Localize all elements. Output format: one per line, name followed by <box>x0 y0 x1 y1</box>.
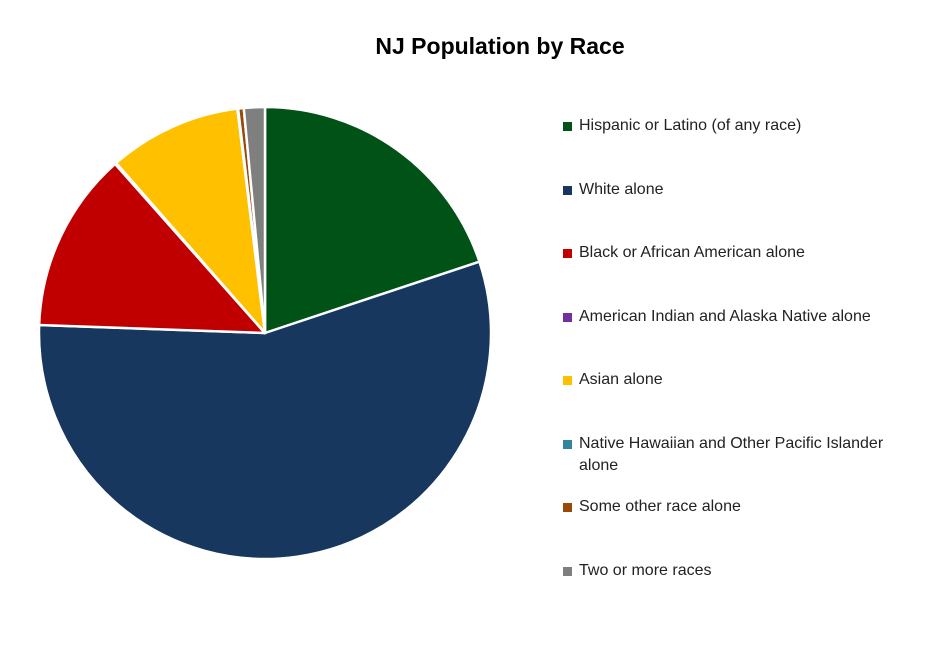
legend-swatch <box>563 249 572 258</box>
pie-slice <box>37 162 267 335</box>
legend-label: Black or African American alone <box>579 244 805 261</box>
legend-swatch <box>563 312 572 322</box>
legend-label: Native Hawaiian and Other Pacific Island… <box>579 434 884 474</box>
legend-label: Hispanic or Latino (of any race) <box>579 117 802 134</box>
chart-title: NJ Population by Race <box>375 33 624 59</box>
legend-item: Some other race alone <box>563 496 923 518</box>
legend-label: Some other race alone <box>579 498 741 515</box>
legend-item: Hispanic or Latino (of any race) <box>563 115 923 137</box>
legend-item: Asian alone <box>563 369 923 391</box>
legend-item: Two or more races <box>563 560 923 582</box>
legend-item: Native Hawaiian and Other Pacific Island… <box>563 433 923 477</box>
legend-swatch <box>563 566 572 576</box>
legend-swatch <box>563 122 572 131</box>
pie-slice <box>263 105 481 335</box>
legend-item: American Indian and Alaska Native alone <box>563 306 923 328</box>
legend-swatch <box>563 376 572 385</box>
legend-label: White alone <box>579 180 664 198</box>
pie-slice <box>242 105 267 335</box>
pie-slice <box>114 107 267 335</box>
legend-label: Two or more races <box>579 561 712 579</box>
legend-item: Black or African American alone <box>563 242 923 264</box>
pie-slice <box>37 260 493 561</box>
legend-label: Asian alone <box>579 371 663 388</box>
legend-label: American Indian and Alaska Native alone <box>579 307 871 325</box>
legend-swatch <box>563 439 572 449</box>
legend-swatch <box>563 185 572 195</box>
legend-item: White alone <box>563 179 923 201</box>
legend-swatch <box>563 503 572 512</box>
